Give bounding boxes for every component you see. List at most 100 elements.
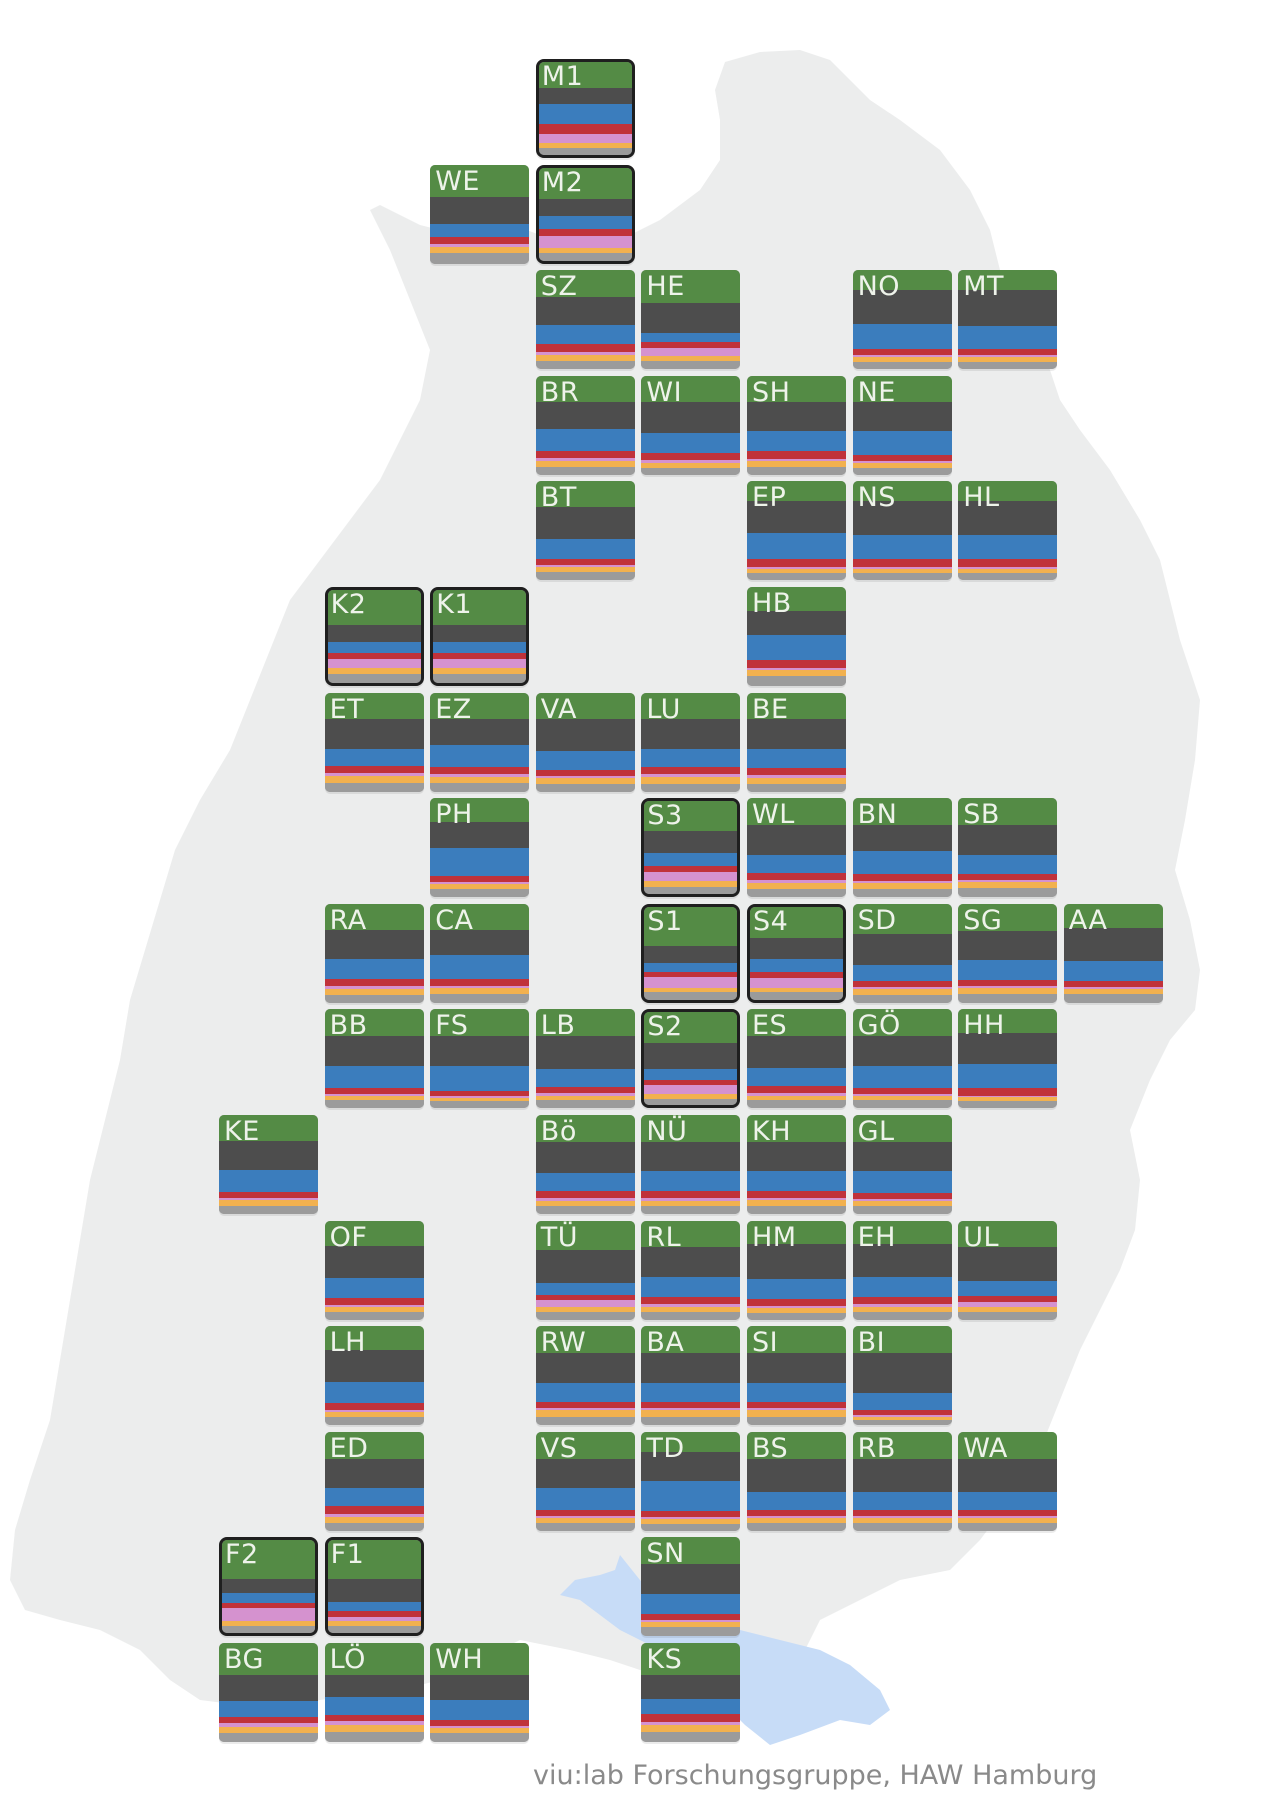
vote-band-pink (430, 1095, 530, 1098)
district-tile-f2[interactable]: F2 (219, 1537, 318, 1637)
district-tile-he[interactable]: HE (641, 270, 741, 370)
district-label: BE (752, 693, 789, 725)
district-tile-rw[interactable]: RW (535, 1326, 635, 1426)
vote-band-orange (852, 1417, 952, 1421)
district-tile-ns[interactable]: NS (852, 481, 952, 581)
vote-band-gray (324, 782, 424, 792)
vote-band-green (641, 1643, 741, 1675)
vote-band-blue (852, 965, 952, 982)
district-tile-ne[interactable]: NE (852, 375, 952, 475)
district-tile-f1[interactable]: F1 (324, 1537, 424, 1637)
district-tile-rl[interactable]: RL (641, 1220, 741, 1320)
district-tile-loe[interactable]: LÖ (324, 1643, 424, 1742)
district-tile-ph[interactable]: PH (430, 798, 530, 898)
district-tile-gl[interactable]: GL (852, 1115, 952, 1214)
district-tile-k1[interactable]: K1 (430, 587, 530, 686)
district-tile-no[interactable]: NO (852, 270, 952, 370)
district-tile-aa[interactable]: AA (1063, 903, 1163, 1003)
district-tile-hh[interactable]: HH (958, 1009, 1058, 1109)
district-tile-ca[interactable]: CA (430, 903, 530, 1003)
district-tile-wh[interactable]: WH (430, 1643, 530, 1742)
vote-band-gray (535, 361, 635, 370)
district-tile-tue[interactable]: TÜ (535, 1220, 635, 1320)
district-label: F2 (225, 1539, 259, 1571)
vote-band-orange (852, 883, 952, 890)
district-tile-bs[interactable]: BS (747, 1431, 846, 1531)
district-tile-lu[interactable]: LU (641, 692, 741, 792)
vote-band-green (430, 798, 530, 822)
district-tile-br[interactable]: BR (535, 375, 635, 475)
district-tile-ra[interactable]: RA (324, 903, 424, 1003)
district-label: VA (540, 693, 578, 725)
district-tile-wa[interactable]: WA (958, 1431, 1058, 1531)
district-tile-sh[interactable]: SH (747, 375, 846, 475)
vote-band-black (958, 1033, 1058, 1064)
vote-band-black (219, 1674, 318, 1702)
vote-band-orange (644, 881, 738, 887)
district-tile-of[interactable]: OF (324, 1220, 424, 1320)
district-tile-va[interactable]: VA (535, 692, 635, 792)
district-tile-ba[interactable]: BA (641, 1326, 741, 1426)
district-tile-ep[interactable]: EP (747, 481, 846, 581)
district-tile-k2[interactable]: K2 (324, 587, 424, 686)
vote-band-blue (535, 1382, 635, 1403)
vote-band-green (747, 692, 846, 720)
district-tile-mt[interactable]: MT (958, 270, 1058, 370)
district-tile-wl[interactable]: WL (747, 798, 846, 898)
district-tile-s3[interactable]: S3 (641, 798, 741, 898)
district-tile-wi[interactable]: WI (641, 375, 741, 475)
vote-band-red (324, 765, 424, 773)
district-tile-td[interactable]: TD (641, 1431, 741, 1531)
vote-band-green (644, 801, 738, 831)
district-tile-lb[interactable]: LB (535, 1009, 635, 1109)
district-tile-s1[interactable]: S1 (641, 903, 741, 1003)
district-tile-hb[interactable]: HB (747, 587, 846, 686)
district-tile-goe[interactable]: GÖ (852, 1009, 952, 1109)
district-tile-bb[interactable]: BB (324, 1009, 424, 1109)
district-tile-s4[interactable]: S4 (747, 903, 846, 1003)
district-tile-s2[interactable]: S2 (641, 1009, 741, 1109)
vote-band-blue (1063, 961, 1163, 982)
district-tile-vs[interactable]: VS (535, 1431, 635, 1531)
district-tile-we[interactable]: WE (430, 164, 530, 264)
district-tile-eh[interactable]: EH (852, 1220, 952, 1320)
vote-band-black (222, 1579, 315, 1594)
district-tile-sg[interactable]: SG (958, 903, 1058, 1003)
district-tile-fs[interactable]: FS (430, 1009, 530, 1109)
vote-band-blue (535, 429, 635, 452)
vote-band-gray (747, 1417, 846, 1426)
vote-band-gray (747, 573, 846, 581)
district-tile-bg[interactable]: BG (219, 1643, 318, 1742)
district-label: Bö (540, 1116, 577, 1147)
vote-band-red (430, 979, 530, 986)
district-tile-kh[interactable]: KH (747, 1115, 846, 1214)
vote-band-gray (958, 1311, 1058, 1320)
vote-band-pink (747, 1305, 846, 1308)
district-tile-hm[interactable]: HM (747, 1220, 846, 1320)
district-tile-m1[interactable]: M1 (535, 59, 635, 158)
district-tile-sd[interactable]: SD (852, 903, 952, 1003)
district-tile-si[interactable]: SI (747, 1326, 846, 1426)
district-tile-et[interactable]: ET (324, 692, 424, 792)
district-tile-ks[interactable]: KS (641, 1643, 741, 1742)
district-tile-hl[interactable]: HL (958, 481, 1058, 581)
district-tile-sn[interactable]: SN (641, 1537, 741, 1637)
district-tile-sb[interactable]: SB (958, 798, 1058, 898)
district-tile-bi[interactable]: BI (852, 1326, 952, 1426)
district-tile-rb[interactable]: RB (852, 1431, 952, 1531)
vote-band-red (747, 451, 846, 459)
district-tile-ke[interactable]: KE (219, 1115, 318, 1214)
district-tile-lh[interactable]: LH (324, 1326, 424, 1426)
vote-band-pink (535, 564, 635, 567)
district-tile-ed[interactable]: ED (324, 1431, 424, 1531)
district-tile-ez[interactable]: EZ (430, 692, 530, 792)
district-tile-bn[interactable]: BN (852, 798, 952, 898)
district-tile-bt[interactable]: BT (535, 481, 635, 581)
district-tile-sz[interactable]: SZ (535, 270, 635, 370)
district-tile-be[interactable]: BE (747, 692, 846, 792)
district-tile-nue[interactable]: NÜ (641, 1115, 741, 1214)
district-tile-ul[interactable]: UL (958, 1220, 1058, 1320)
district-tile-es[interactable]: ES (747, 1009, 846, 1109)
district-tile-boe[interactable]: Bö (535, 1115, 635, 1214)
district-tile-m2[interactable]: M2 (535, 164, 635, 264)
